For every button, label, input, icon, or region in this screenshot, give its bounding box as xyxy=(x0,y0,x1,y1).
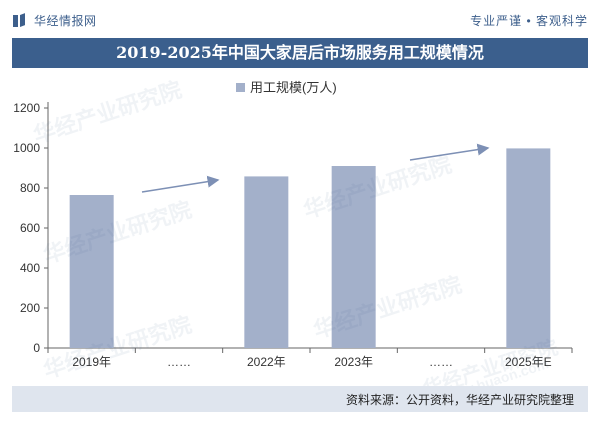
slogan: 专业严谨 • 客观科学 xyxy=(470,14,588,28)
y-tick-label: 1200 xyxy=(13,101,40,115)
y-tick-label: 400 xyxy=(20,261,40,275)
source-note: 资料来源：公开资料，华经产业研究院整理 xyxy=(345,393,574,407)
x-tick-label: 2023年 xyxy=(334,355,373,369)
trend-arrow xyxy=(141,175,220,193)
trend-arrow xyxy=(409,143,490,161)
legend-swatch xyxy=(236,83,245,92)
chart-title: 2019-2025年中国大家居后市场服务用工规模情况 xyxy=(12,38,588,68)
bar xyxy=(244,176,289,348)
y-tick-label: 200 xyxy=(20,301,40,315)
y-tick-label: 800 xyxy=(20,181,40,195)
bar xyxy=(69,195,114,348)
footer: 资料来源：公开资料，华经产业研究院整理 xyxy=(12,386,588,412)
x-tick-label: …… xyxy=(167,355,191,369)
y-tick-label: 1000 xyxy=(13,141,40,155)
x-tick-label: …… xyxy=(429,355,453,369)
top-bar: 华经情报网 专业严谨 • 客观科学 xyxy=(0,0,600,38)
bar xyxy=(331,166,376,348)
y-tick-label: 600 xyxy=(20,221,40,235)
bar-chart: 0 200 400 600 800 1000 1200 2019年 …… 2022年 2023年 ……… xyxy=(13,80,573,369)
logo-icon xyxy=(12,12,28,29)
x-tick-label: 2025年E xyxy=(505,355,552,369)
legend-label: 用工规模(万人) xyxy=(250,80,337,95)
x-tick-label: 2019年 xyxy=(72,355,111,369)
x-tick-label: 2022年 xyxy=(247,355,286,369)
y-tick-label: 0 xyxy=(33,341,40,355)
logo: 华经情报网 xyxy=(12,12,97,29)
bar xyxy=(506,148,551,348)
logo-text: 华经情报网 xyxy=(34,14,97,28)
